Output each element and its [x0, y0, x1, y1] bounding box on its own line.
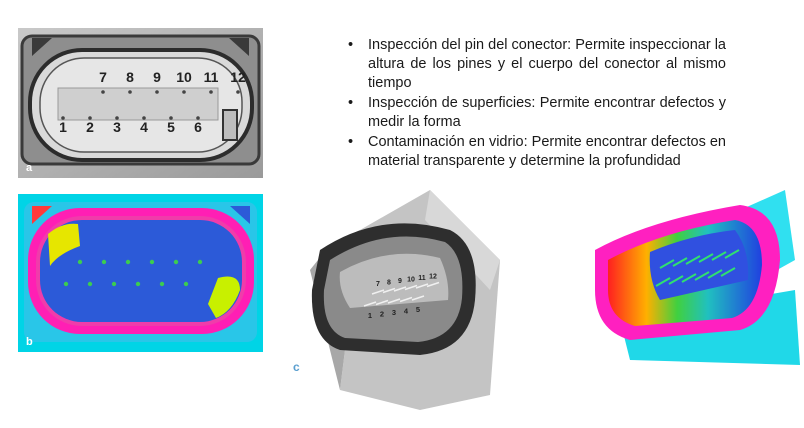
pin-line-3d [393, 286, 407, 292]
pin-number-label: 12 [230, 69, 246, 85]
connector-heightmap-image: b [18, 194, 263, 352]
pin-dot [88, 116, 92, 120]
pin-number-label: 8 [126, 69, 134, 85]
pin-number-label: 1 [59, 119, 67, 135]
pin-dot [196, 116, 200, 120]
pin-dot [155, 90, 159, 94]
heightmap-pin-line-3d [707, 269, 723, 279]
pin-dot [209, 90, 213, 94]
pin-number-label-3d: 7 [376, 281, 380, 288]
pin-number-label: 5 [167, 119, 175, 135]
pin-line-3d [371, 289, 385, 295]
bullet-pin-inspection: Inspección del pin del conector: Permite… [346, 36, 726, 93]
pin-dot [142, 116, 146, 120]
pin-number-label-3d: 1 [368, 311, 372, 320]
panel-label-c: c [293, 360, 300, 374]
pin-number-label: 6 [194, 119, 202, 135]
panel-label-a: a [26, 162, 33, 174]
pin-dot [128, 90, 132, 94]
pin-number-label-3d: 10 [407, 277, 415, 284]
panel-label-b: b [26, 336, 33, 348]
heightmap-pin-line-3d [655, 277, 671, 287]
pin-number-label-3d: 3 [392, 308, 396, 317]
pin-number-label: 7 [99, 69, 107, 85]
heightmap-pin-dot [125, 259, 131, 265]
connector-3d-heightmap-drawing [595, 190, 800, 365]
heightmap-pin-line-3d [694, 271, 710, 281]
heightmap-pin-dot [111, 281, 117, 287]
heightmap-pin-line-3d [668, 275, 684, 285]
pin-number-label: 10 [176, 69, 192, 85]
heightmap-pin-dot [63, 281, 69, 287]
heightmap-pin-dot [149, 259, 155, 265]
pin-line-3d [382, 287, 396, 294]
heightmap-pin-dot [173, 259, 179, 265]
pin-line-3d [404, 284, 418, 291]
heightmap-pin-dot [135, 281, 141, 287]
heightmap-pin-line-3d [720, 267, 736, 277]
pin-dot [101, 90, 105, 94]
pin-number-label: 4 [140, 119, 148, 135]
pin-number-label-3d: 9 [398, 278, 402, 285]
heightmap-pin-line-3d [681, 273, 697, 283]
pin-dot [115, 116, 119, 120]
pin-number-label-3d: 11 [418, 275, 426, 282]
heightmap-pin-line-3d [724, 249, 740, 259]
pin-number-label: 9 [153, 69, 161, 85]
pin-line-3d [399, 296, 413, 303]
pin-number-label-3d: 2 [380, 310, 384, 319]
heightmap-pin-dots [63, 259, 203, 287]
pin-number-label: 2 [86, 119, 94, 135]
pin-dots [61, 90, 240, 120]
pin-line-3d [387, 298, 401, 304]
pin-dot [236, 90, 240, 94]
pin-line-3d [375, 299, 389, 306]
pin-number-row-top: 7 8 9 10 11 12 [99, 69, 246, 85]
pin-line-3d [415, 283, 429, 289]
pin-number-row-top-3d: 7 8 9 10 11 12 [376, 274, 437, 289]
pin-number-label-3d: 8 [387, 280, 391, 287]
feature-bullet-list: Inspección del pin del conector: Permite… [346, 36, 726, 172]
pin-number-label-3d: 5 [416, 305, 420, 314]
heightmap-pin-lines-3d [655, 249, 740, 287]
pin-number-label: 3 [113, 119, 121, 135]
pin-lines-3d [363, 281, 440, 307]
pin-line-3d [411, 295, 425, 301]
bullet-surface-inspection: Inspección de superficies: Permite encon… [346, 94, 726, 132]
bullet-glass-contamination: Contaminación en vidrio: Permite encontr… [346, 133, 726, 171]
pin-number-label: 11 [204, 69, 219, 85]
heightmap-pin-dot [197, 259, 203, 265]
pin-dot [182, 90, 186, 94]
heightmap-pin-line-3d [698, 253, 714, 263]
pin-number-label-3d: 4 [404, 307, 409, 316]
connector-heightmap-drawing [18, 194, 263, 352]
pin-dot [61, 116, 65, 120]
pin-line-3d [426, 281, 440, 288]
heightmap-pin-line-3d [672, 257, 688, 267]
pin-number-label-3d: 12 [429, 274, 437, 281]
heightmap-pin-dot [87, 281, 93, 287]
heightmap-pin-line-3d [659, 259, 675, 269]
heightmap-pin-line-3d [711, 251, 727, 261]
heightmap-pin-dot [77, 259, 83, 265]
heightmap-pin-line-3d [685, 255, 701, 265]
heightmap-pin-dot [159, 281, 165, 287]
pin-dot [169, 116, 173, 120]
heightmap-pin-dot [183, 281, 189, 287]
heightmap-pin-dot [101, 259, 107, 265]
pin-number-row-bottom: 1 2 3 4 5 6 [59, 119, 202, 135]
pin-line-3d [363, 301, 377, 307]
connector-3d-heightmap [590, 190, 800, 370]
